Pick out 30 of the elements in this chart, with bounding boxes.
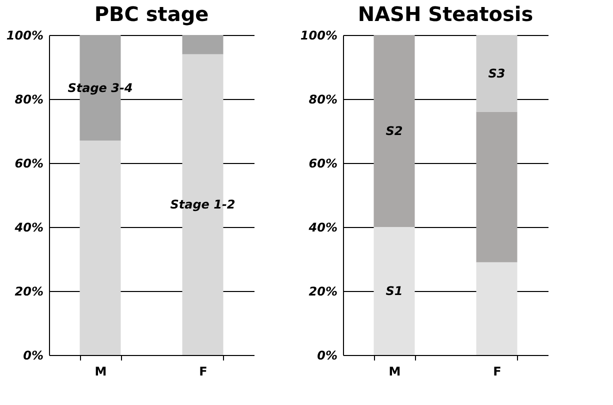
chart-title: NASH Steatosis [358,2,534,26]
y-tick-label: 80% [308,92,338,106]
y-tick-label: 0% [317,348,338,362]
x-tick-label: M [388,364,401,378]
y-tick-label: 100% [300,28,338,42]
y-tick-label: 60% [308,156,338,170]
chart-title: PBC stage [94,2,209,26]
y-tick-label: 80% [14,92,44,106]
y-tick-label: 60% [14,156,44,170]
series-label: S2 [386,124,403,138]
x-tick-label: F [493,364,502,378]
series-label: S1 [386,284,403,298]
y-tick-label: 0% [23,348,44,362]
x-tick-label: M [94,364,107,378]
y-tick-label: 40% [308,220,338,234]
y-tick-label: 20% [14,284,44,298]
y-tick-label: 40% [14,220,44,234]
bar [182,35,224,54]
series-label: S3 [488,66,506,80]
bar [374,227,415,355]
series-label: Stage 3-4 [68,80,133,95]
bar [476,112,518,262]
y-tick-label: 100% [6,28,44,42]
bar [80,140,121,355]
series-label: Stage 1-2 [170,198,236,212]
bar [476,262,518,355]
bar [476,35,518,112]
bar [374,35,415,227]
y-tick-label: 20% [308,284,338,298]
x-tick-label: F [199,364,208,378]
